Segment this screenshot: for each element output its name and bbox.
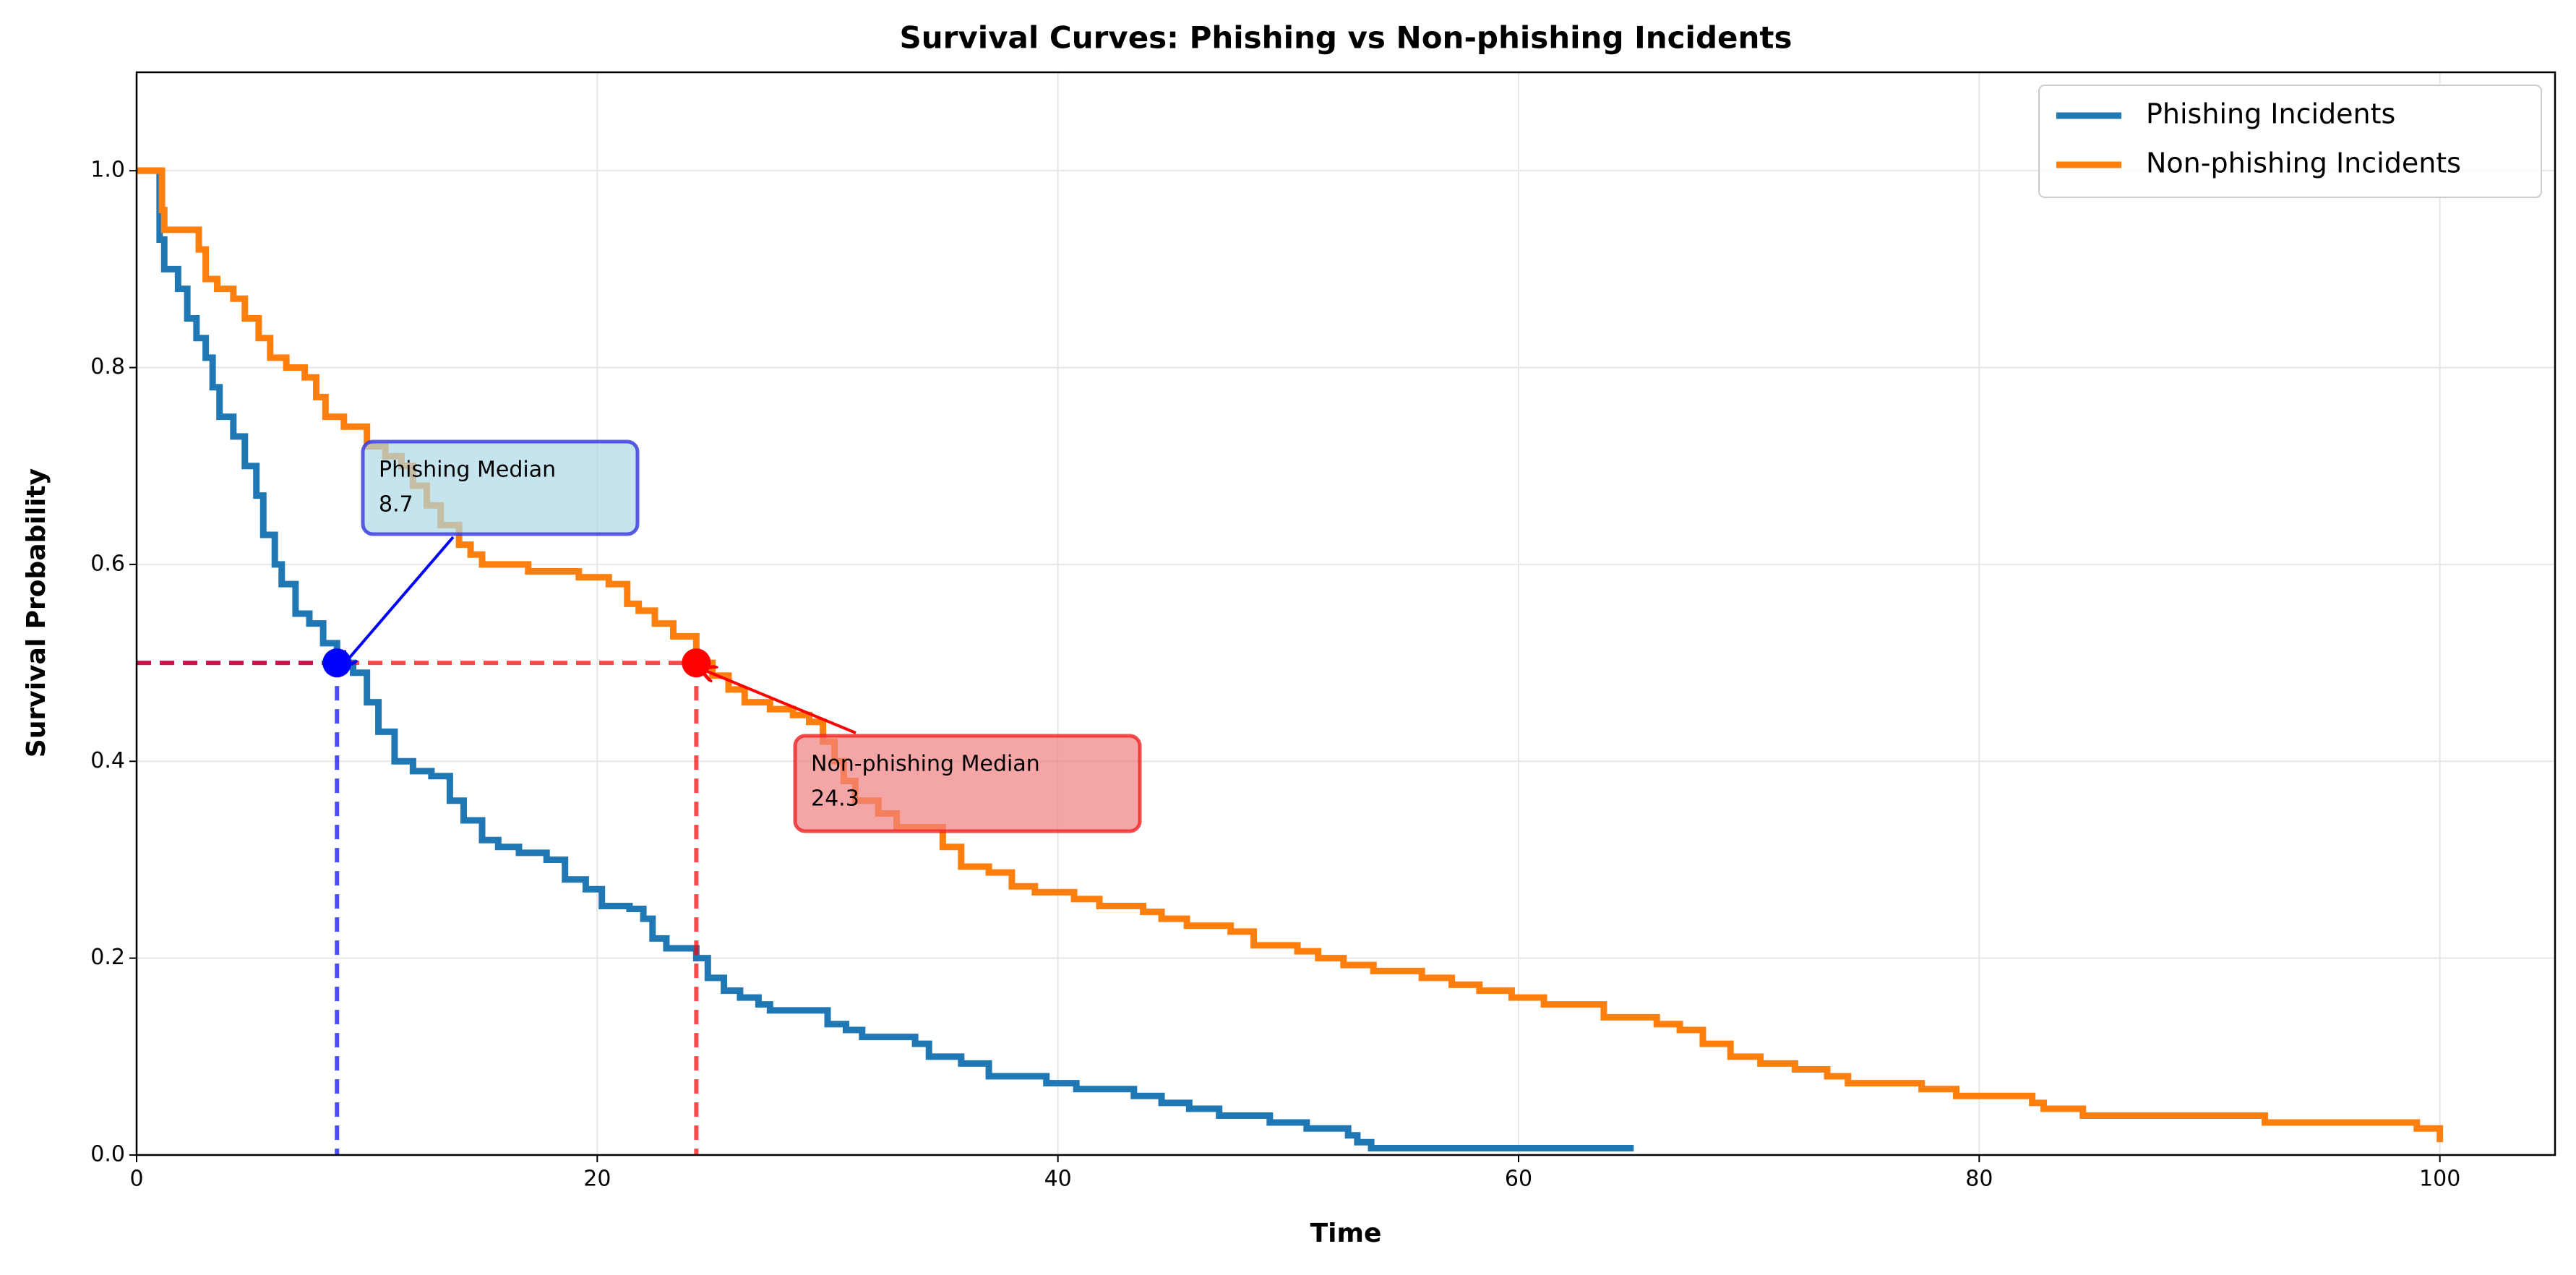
y-tick-label: 0.0 [90,1142,125,1167]
x-tick-label: 40 [1044,1167,1072,1192]
annotation-value: 8.7 [379,492,413,518]
annotation-box [793,734,1142,833]
y-tick-label: 0.8 [90,354,125,379]
annotation-arrow [341,536,455,667]
legend-box [2038,85,2542,198]
y-tick-label: 0.4 [90,748,125,773]
x-tick-label: 100 [2419,1167,2460,1192]
annotation-arrow [700,669,856,734]
annotation-label: Phishing Median [379,458,556,483]
y-tick-label: 0.2 [90,945,125,970]
y-tick-label: 0.6 [90,551,125,576]
x-tick-label: 0 [129,1167,143,1192]
annotation-value: 24.3 [811,786,859,812]
x-axis-label: Time [1310,1219,1382,1248]
median-point [322,648,352,678]
y-axis-label: Survival Probability [22,468,51,757]
x-tick-label: 60 [1505,1167,1532,1192]
x-tick-label: 80 [1965,1167,1993,1192]
x-tick-label: 20 [583,1167,611,1192]
annotation-box [361,439,640,536]
legend-label: Phishing Incidents [2146,98,2395,130]
median-point [682,648,711,678]
y-tick-label: 1.0 [90,158,125,183]
legend-label: Non-phishing Incidents [2146,147,2461,179]
plot-frame [135,71,2556,1156]
chart-title: Survival Curves: Phishing vs Non-phishin… [900,20,1793,56]
survival-curve [137,167,1634,1151]
annotation-label: Non-phishing Median [811,752,1040,777]
